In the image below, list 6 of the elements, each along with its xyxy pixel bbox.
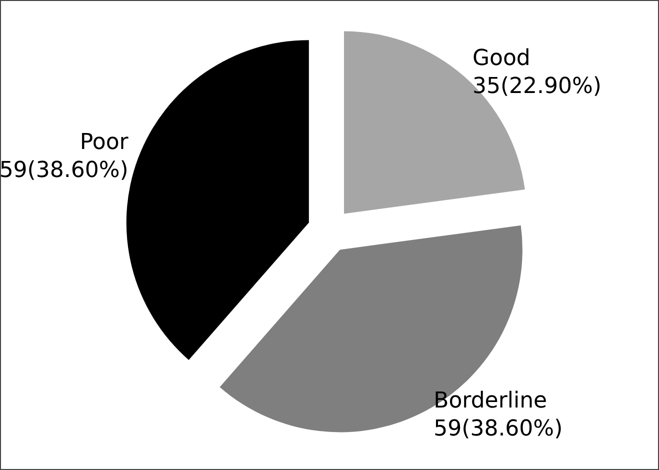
slice-label: Borderline (434, 388, 548, 414)
slice-label: Poor (80, 130, 130, 156)
data-label: 59(38.60%) (434, 416, 563, 442)
slice-label: Good (472, 46, 530, 72)
data-label: 59(38.60%) (0, 158, 128, 184)
data-label: 35(22.90%) (472, 74, 602, 100)
